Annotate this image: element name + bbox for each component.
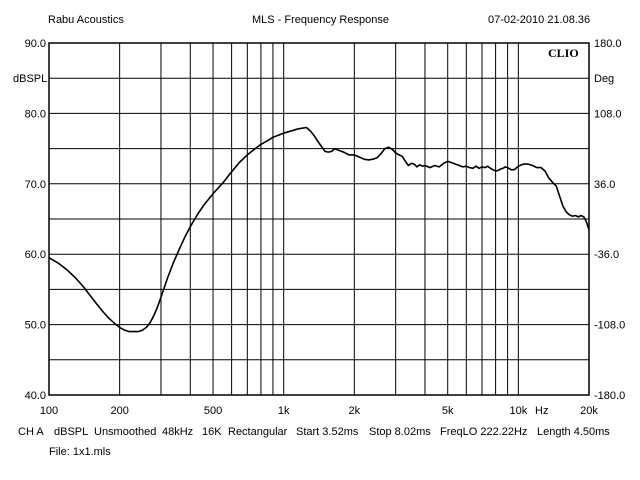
footer-size: 16K — [202, 426, 222, 438]
y2-tick-label: 108.0 — [594, 108, 622, 120]
axis-tick-labels: 100 200 500 1k 2k 5k 10k 20k 90.0 80.0 70.0 60.0 50.… — [25, 38, 626, 417]
footer-channel: CH A — [18, 426, 44, 438]
x-tick-label: 10k — [509, 405, 527, 417]
header-timestamp: 07-02-2010 21.08.36 — [488, 14, 591, 26]
y2-tick-label: 180.0 — [594, 38, 622, 50]
y2-tick-label: -108.0 — [594, 320, 625, 332]
footer-start: Start 3.52ms — [296, 426, 359, 438]
y-tick-label: 80.0 — [25, 108, 46, 120]
footer-smoothing: Unsmoothed — [94, 426, 157, 438]
y2-axis-label: Deg — [594, 73, 614, 85]
y-axis-label: dBSPL — [13, 73, 47, 85]
x-tick-label: 2k — [349, 405, 361, 417]
chart-title: MLS - Frequency Response — [252, 14, 389, 26]
footer-file: File: 1x1.mls — [49, 446, 111, 458]
footer-stop: Stop 8.02ms — [369, 426, 431, 438]
x-tick-label: 500 — [204, 405, 222, 417]
x-tick-label: 200 — [110, 405, 128, 417]
x-unit-label: Hz — [535, 405, 548, 417]
footer-window: Rectangular — [228, 426, 288, 438]
clio-logo: CLIO — [548, 46, 579, 60]
x-tick-label: 5k — [442, 405, 454, 417]
footer-sample-rate: 48kHz — [162, 426, 194, 438]
y2-tick-label: -180.0 — [594, 390, 625, 402]
y-tick-label: 90.0 — [25, 38, 46, 50]
y2-tick-label: -36.0 — [594, 249, 619, 261]
x-tick-label: 20k — [580, 405, 598, 417]
y-tick-label: 70.0 — [25, 179, 46, 191]
y-tick-label: 50.0 — [25, 320, 46, 332]
footer-length: Length 4.50ms — [537, 426, 610, 438]
y-tick-label: 40.0 — [25, 390, 46, 402]
plot-frame — [48, 42, 590, 396]
x-tick-label: 1k — [278, 405, 290, 417]
header-company: Rabu Acoustics — [48, 14, 124, 26]
footer-unit: dBSPL — [54, 426, 89, 438]
chart-grid — [49, 43, 589, 395]
footer-freqlo: FreqLO 222.22Hz — [440, 426, 528, 438]
x-tick-label: 100 — [40, 405, 58, 417]
response-curve — [48, 126, 590, 333]
y2-tick-label: 36.0 — [594, 179, 615, 191]
y-tick-label: 60.0 — [25, 249, 46, 261]
